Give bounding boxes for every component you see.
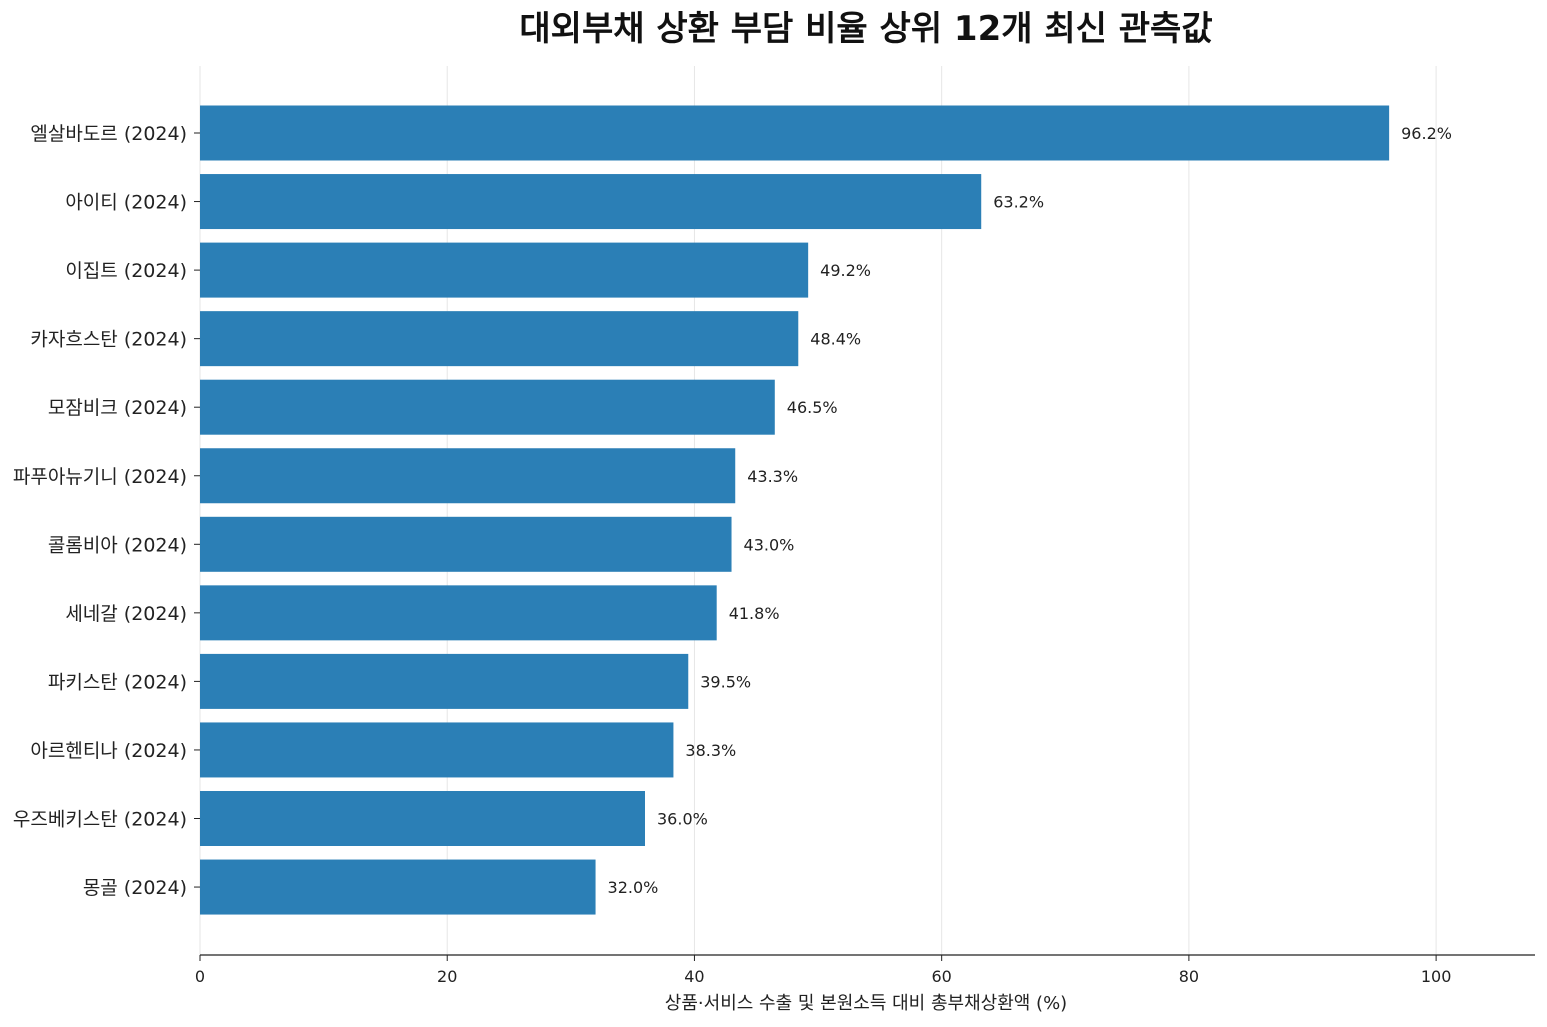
- bar-value-label: 46.5%: [787, 398, 838, 417]
- bar-value-label: 63.2%: [993, 193, 1044, 212]
- y-axis: 엘살바도르 (2024) 아이티 (2024) 이집트 (2024) 카자흐스탄 (2…: [13, 123, 200, 899]
- x-tick-label: 20: [437, 967, 457, 986]
- chart-title: 대외부채 상환 부담 비율 상위 12개 최신 관측값: [519, 9, 1212, 49]
- y-tick-label: 세네갈 (2024): [65, 603, 187, 625]
- bar: [200, 859, 596, 915]
- bar: [200, 791, 645, 846]
- bar-value-label: 43.3%: [747, 467, 798, 486]
- x-tick-label: 60: [931, 967, 951, 986]
- y-tick-label: 엘살바도르 (2024): [30, 123, 187, 145]
- bar-value-label: 39.5%: [700, 672, 751, 691]
- bar-value-label: 36.0%: [657, 810, 708, 829]
- y-tick-label: 아르헨티나 (2024): [30, 740, 187, 762]
- bar: [200, 174, 982, 230]
- bar: [200, 653, 689, 709]
- y-tick-label: 파푸아뉴기니 (2024): [13, 466, 187, 488]
- bar-value-label: 41.8%: [729, 604, 780, 623]
- bar: [200, 722, 674, 778]
- bar: [200, 585, 717, 641]
- y-tick-label: 카자흐스탄 (2024): [30, 329, 187, 351]
- y-tick-label: 이집트 (2024): [65, 260, 187, 282]
- y-tick-label: 몽골 (2024): [83, 877, 187, 899]
- bar-value-label: 32.0%: [608, 878, 659, 897]
- bar: [200, 242, 809, 298]
- bar: [200, 448, 736, 504]
- x-axis-title: 상품·서비스 수출 및 본원소득 대비 총부채상환액 (%): [665, 993, 1067, 1014]
- y-tick-label: 파키스탄 (2024): [48, 671, 187, 693]
- bar: [200, 311, 799, 367]
- x-tick-label: 0: [195, 967, 205, 986]
- bar-value-label: 96.2%: [1401, 124, 1452, 143]
- bar-value-label: 49.2%: [820, 261, 871, 280]
- data-labels: 96.2% 63.2% 49.2% 48.4% 46.5% 43.3% 43.0% 41.8%…: [608, 124, 1452, 897]
- bar-value-label: 38.3%: [685, 741, 736, 760]
- x-tick-label: 80: [1179, 967, 1199, 986]
- x-tick-label: 100: [1421, 967, 1452, 986]
- x-tick-label: 40: [684, 967, 704, 986]
- bar: [200, 516, 732, 572]
- x-axis: 0 20 40 60 80 100: [195, 954, 1535, 986]
- bar-value-label: 48.4%: [810, 330, 861, 349]
- y-tick-label: 콜롬비아 (2024): [48, 534, 187, 556]
- bar: [200, 379, 775, 435]
- bars: [200, 105, 1390, 915]
- bar: [200, 105, 1390, 161]
- y-tick-label: 모잠비크 (2024): [48, 397, 187, 419]
- y-tick-label: 아이티 (2024): [65, 192, 187, 214]
- bar-value-label: 43.0%: [744, 535, 795, 554]
- y-tick-label: 우즈베키스탄 (2024): [13, 809, 187, 831]
